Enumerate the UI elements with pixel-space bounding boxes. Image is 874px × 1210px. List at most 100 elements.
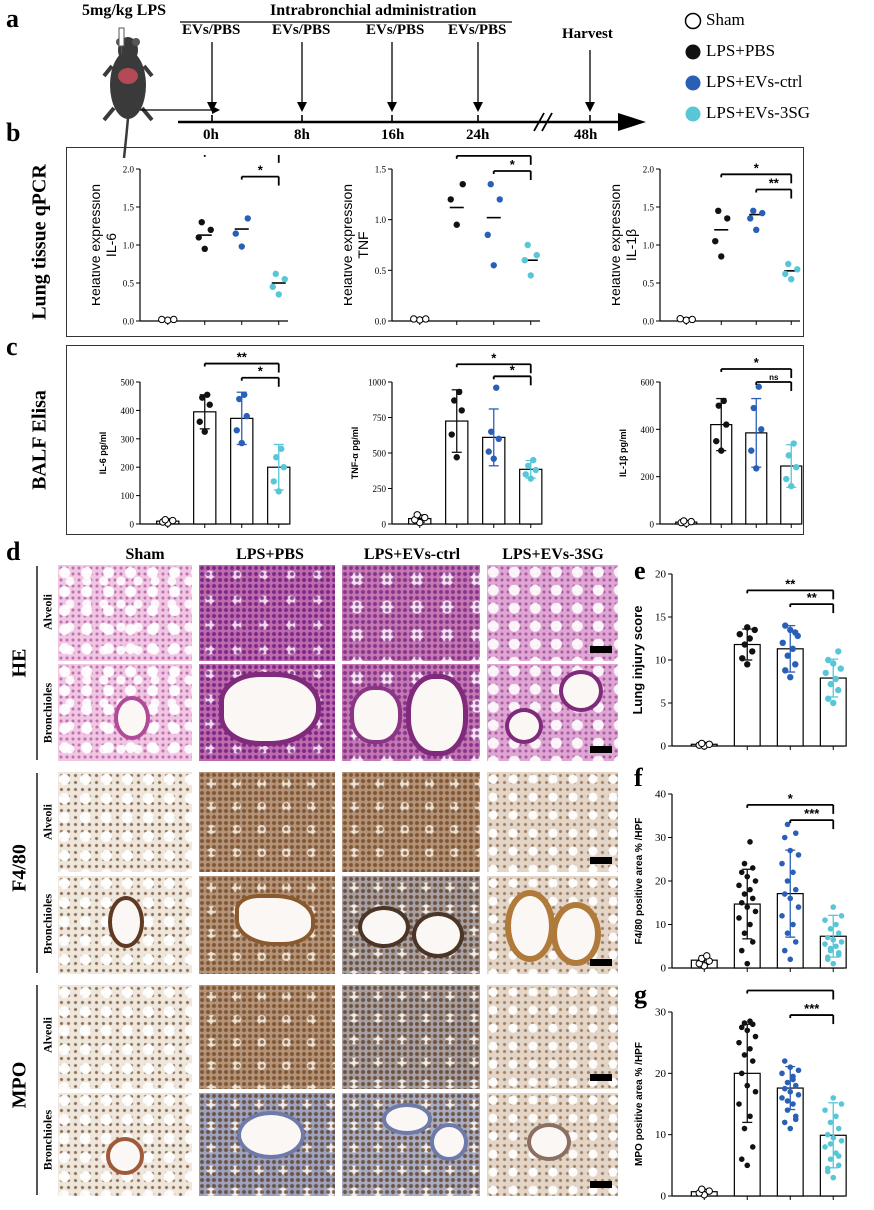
y-tick-label: 1.0: [123, 241, 135, 251]
timepoint-label: 16h: [381, 127, 405, 143]
data-point: [715, 402, 722, 409]
data-point: [744, 873, 751, 880]
data-point: [720, 397, 727, 405]
data-point: [238, 439, 245, 447]
data-point: [738, 1070, 745, 1077]
data-point: [527, 475, 534, 482]
data-point: [794, 266, 801, 273]
data-point: [822, 917, 828, 923]
data-point: [838, 1101, 845, 1107]
micrograph-he-alveoli-sham: [58, 565, 192, 661]
data-point: [793, 464, 800, 471]
data-point: [207, 226, 214, 233]
stain-label-f480: F4/80: [8, 844, 31, 892]
data-point: [199, 394, 206, 401]
y-tick-label: 200: [121, 463, 135, 473]
data-point: [244, 215, 251, 222]
data-point: [232, 230, 239, 237]
data-point: [736, 882, 742, 889]
data-point: [781, 1119, 788, 1126]
data-point: [790, 1101, 796, 1107]
y-tick-label: 1000: [368, 378, 387, 388]
data-point: [161, 516, 169, 524]
data-point: [787, 895, 794, 902]
data-point: [792, 830, 799, 836]
data-point: [787, 956, 794, 963]
y-axis-label: Relative expression: [344, 184, 355, 306]
elisa-frame: [66, 345, 804, 535]
row-label-alveoli: Alveoli: [40, 804, 55, 840]
panel-label-b: b: [6, 118, 21, 147]
y-tick-label: 30: [655, 832, 667, 844]
significance-label: **: [769, 176, 780, 191]
data-point: [487, 181, 494, 188]
data-point: [201, 245, 208, 252]
data-point: [749, 1144, 756, 1150]
bronchiole-lumen: [505, 890, 555, 962]
chart-lung-injury: 0 5 10 15 20 Lung injury score ** **: [630, 569, 847, 753]
y-axis-label: Relative expression: [612, 184, 623, 306]
y-tick-label: 20: [655, 569, 667, 581]
timeline-arrowhead: [618, 113, 646, 131]
data-point: [204, 391, 211, 398]
micrograph-mpo-bronchioles-3sg: [487, 1093, 618, 1196]
chart-il1b-qpcr: 0.0 0.5 1.0 1.5 2.0 Relative expression IL-1β *…: [612, 160, 801, 327]
data-point: [827, 1119, 834, 1126]
timepoint-label: 24h: [466, 127, 490, 143]
data-point: [741, 1020, 748, 1026]
injection-arrowhead: [473, 102, 483, 112]
micrograph-he-alveoli-ctrl: [342, 565, 480, 661]
bronchiole-lumen: [350, 686, 402, 744]
data-point: [779, 1070, 785, 1077]
bronchiole-lumen: [551, 902, 601, 966]
micrograph-mpo-alveoli-pbs: [199, 985, 335, 1089]
stain-label-mpo: MPO: [8, 1061, 31, 1109]
panel-label-g: g: [634, 980, 647, 1009]
data-point: [753, 226, 760, 233]
bronchiole-lumen: [430, 1123, 468, 1161]
data-point: [741, 1052, 748, 1058]
data-point: [488, 428, 495, 435]
injection-arrowhead: [207, 102, 217, 112]
y-axis-label: IL-6: [103, 233, 119, 257]
data-point: [782, 270, 789, 278]
data-point: [787, 626, 794, 634]
data-point: [453, 221, 460, 228]
data-point: [738, 869, 745, 876]
data-point: [236, 395, 243, 403]
axis-break: [541, 112, 553, 132]
legend-marker-sg: [685, 106, 701, 122]
bronchiole-lumen: [219, 672, 321, 746]
data-point: [459, 181, 466, 188]
significance-label: *: [258, 364, 264, 379]
y-tick-label: 0: [650, 520, 655, 530]
data-point: [752, 878, 759, 884]
y-tick-label: 20: [655, 876, 667, 888]
y-tick-label: 400: [121, 406, 135, 416]
data-point: [747, 886, 753, 893]
data-point: [833, 1113, 839, 1120]
data-point: [453, 454, 460, 461]
data-point: [747, 839, 753, 845]
data-point: [447, 196, 454, 203]
data-point: [827, 1156, 834, 1162]
data-point: [527, 272, 534, 279]
y-tick-label: 0: [130, 520, 135, 530]
data-point: [723, 421, 730, 428]
data-point: [788, 482, 795, 490]
micrograph-he-bronchioles-ctrl: [342, 664, 480, 761]
bronchiole-lumen: [559, 670, 603, 712]
data-point: [741, 891, 748, 897]
data-point: [824, 954, 831, 960]
data-point: [782, 667, 789, 674]
data-point: [164, 316, 172, 324]
micrograph-mpo-bronchioles-sham: [58, 1093, 192, 1196]
y-tick-label: 0.5: [123, 279, 135, 289]
data-point: [824, 1165, 831, 1172]
legend-label-ctrl: LPS+EVs-ctrl: [706, 72, 803, 91]
injection-label: EVs/PBS: [366, 22, 425, 38]
data-point: [496, 196, 503, 203]
data-point: [785, 452, 792, 459]
micrograph-mpo-alveoli-ctrl: [342, 985, 480, 1089]
